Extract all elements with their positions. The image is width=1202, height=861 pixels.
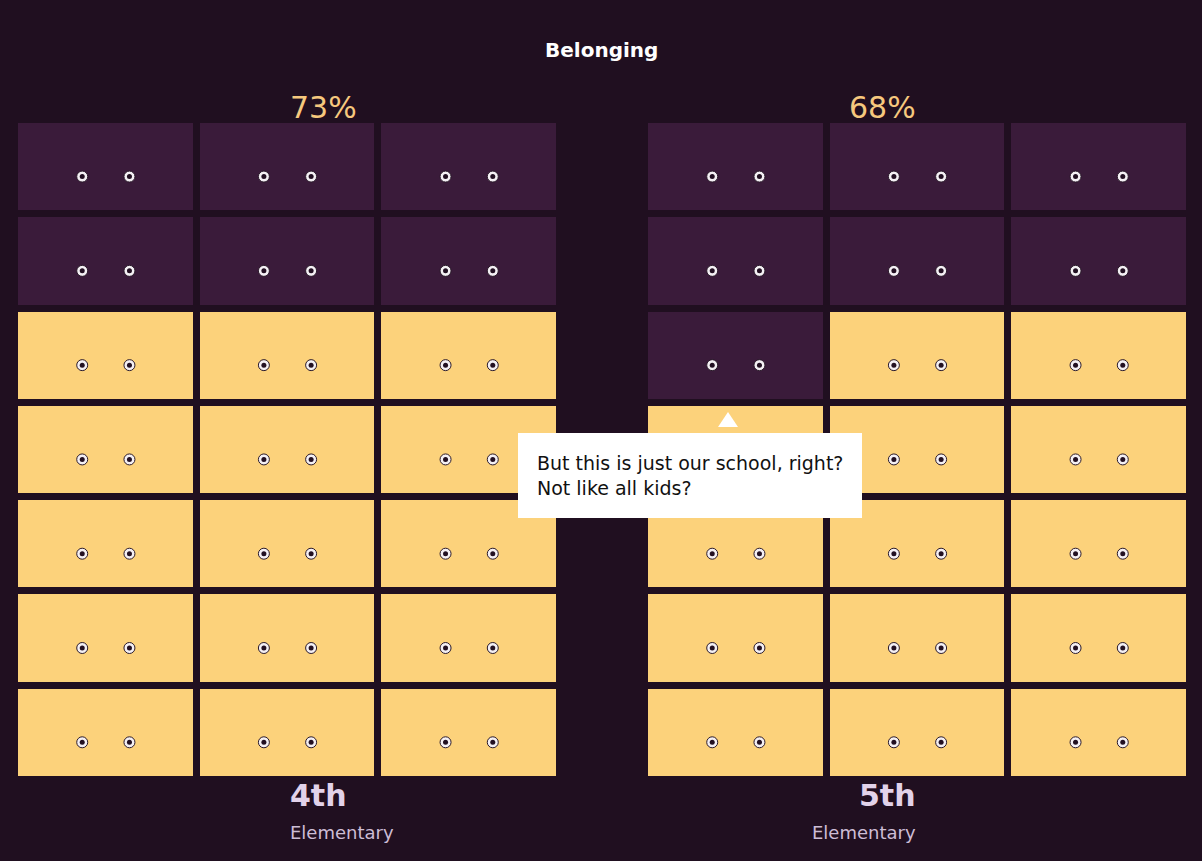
svg-text:Belonging: Belonging: [545, 38, 658, 62]
svg-text:4th: 4th: [290, 778, 347, 813]
svg-text:68%: 68%: [849, 90, 916, 125]
svg-text:Elementary: Elementary: [812, 822, 916, 843]
svg-text:But this is just our school, r: But this is just our school, right?Not l…: [537, 452, 843, 499]
svg-text:Elementary: Elementary: [290, 822, 394, 843]
svg-text:5th: 5th: [859, 778, 916, 813]
svg-text:73%: 73%: [290, 90, 357, 125]
